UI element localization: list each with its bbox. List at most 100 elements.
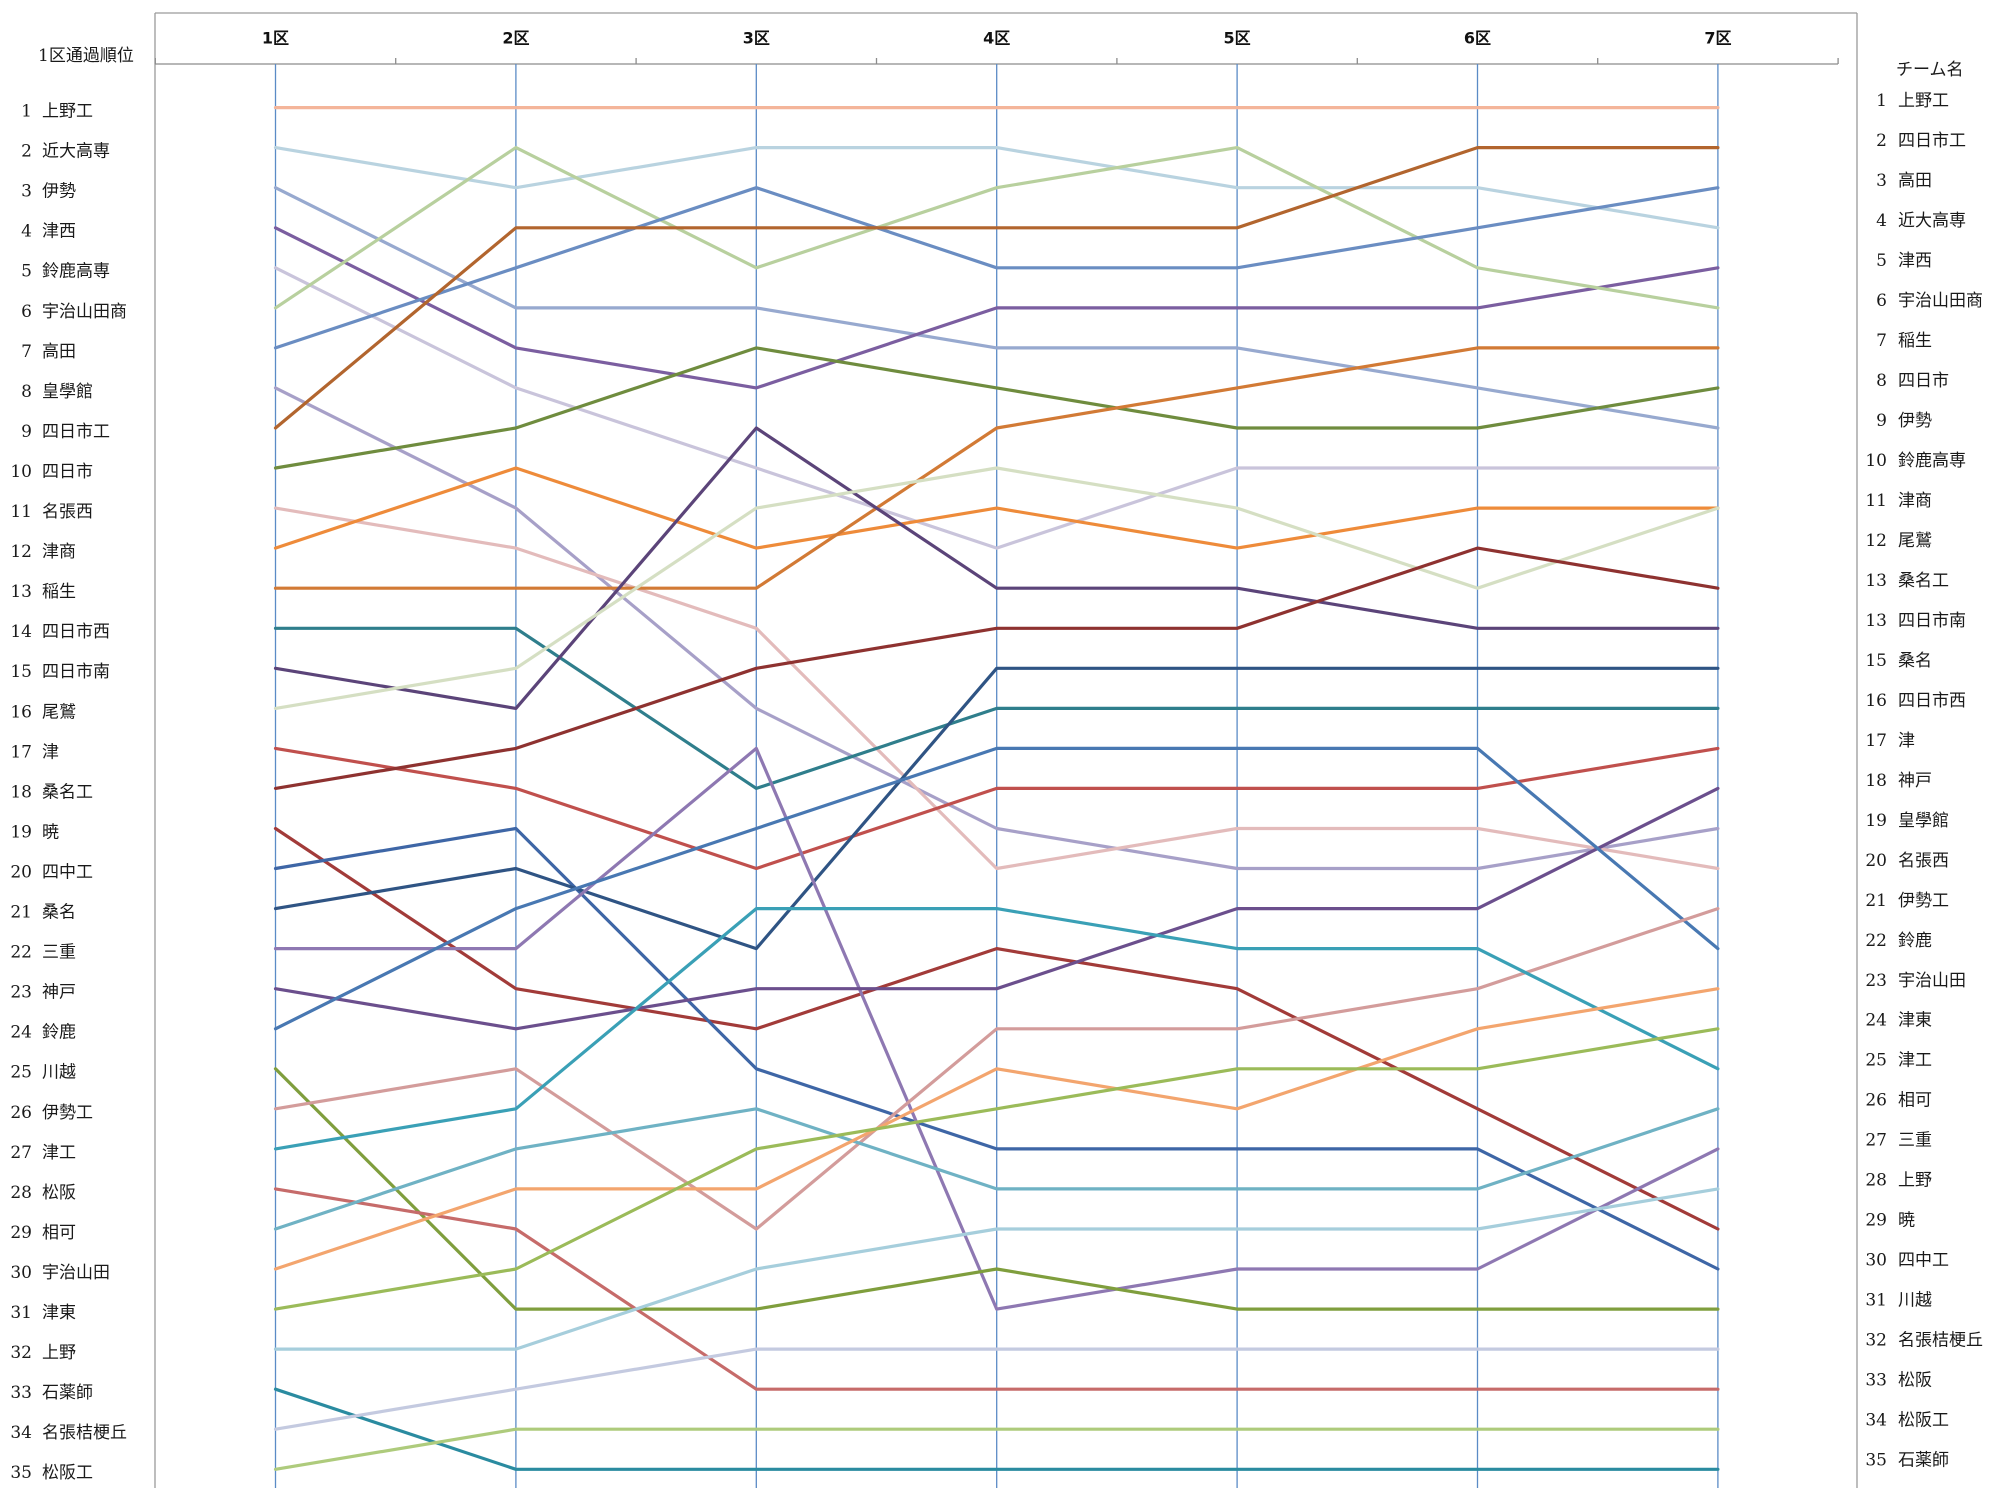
start-rank-number: 29 — [10, 1223, 32, 1243]
series-line — [273, 266, 1720, 550]
start-team-name: 桑名工 — [42, 782, 93, 802]
final-rank-number: 4 — [1876, 211, 1887, 231]
start-team-name: 四日市 — [42, 462, 93, 482]
start-rank-number: 14 — [10, 622, 32, 642]
final-rank-number: 20 — [1865, 851, 1887, 871]
series-line — [273, 1067, 1720, 1311]
start-team-name: 高田 — [42, 342, 76, 362]
final-team-name: 名張西 — [1898, 851, 1949, 871]
start-rank-number: 23 — [10, 983, 32, 1003]
final-rank-number: 29 — [1865, 1211, 1887, 1231]
start-team-name: 四中工 — [42, 862, 93, 882]
final-rank-number: 7 — [1876, 331, 1887, 351]
start-rank-number: 27 — [10, 1143, 32, 1163]
final-team-name: 津西 — [1898, 251, 1932, 271]
final-rank-number: 31 — [1865, 1291, 1887, 1311]
final-team-name: 上野 — [1898, 1171, 1932, 1191]
final-rank-number: 16 — [1865, 691, 1887, 711]
series-line — [273, 906, 1720, 1151]
start-team-name: 四日市工 — [42, 422, 110, 442]
final-rank-number: 17 — [1865, 731, 1887, 751]
final-rank-number: 2 — [1876, 131, 1887, 151]
final-team-name: 松阪 — [1898, 1371, 1932, 1391]
start-rank-number: 21 — [10, 903, 32, 923]
start-team-name: 名張桔梗丘 — [42, 1423, 127, 1443]
final-team-name: 桑名工 — [1898, 571, 1949, 591]
start-team-name: 伊勢工 — [42, 1103, 93, 1123]
final-team-name: 津工 — [1898, 1051, 1932, 1071]
final-team-name: 桑名 — [1898, 651, 1932, 671]
start-team-name: 宇治山田 — [42, 1263, 110, 1283]
start-team-name: 桑名 — [42, 903, 76, 923]
start-team-name: 宇治山田商 — [42, 302, 127, 322]
final-team-name: 鈴鹿 — [1898, 931, 1932, 951]
final-team-name: 四日市西 — [1898, 691, 1966, 711]
start-team-name: 津工 — [42, 1143, 76, 1163]
start-team-name: 三重 — [42, 943, 76, 963]
start-rank-number: 1 — [21, 102, 32, 122]
final-team-name: 伊勢工 — [1898, 891, 1949, 911]
final-team-name: 宇治山田商 — [1898, 291, 1983, 311]
final-team-name: 四日市 — [1898, 371, 1949, 391]
start-rank-number: 6 — [21, 302, 32, 322]
final-rank-number: 26 — [1865, 1091, 1887, 1111]
start-team-name: 川越 — [42, 1063, 76, 1083]
series-line — [273, 826, 1720, 1231]
final-rank-number: 33 — [1865, 1371, 1887, 1391]
series-line — [273, 987, 1720, 1271]
final-rank-number: 23 — [1865, 971, 1887, 991]
final-rank-number: 13 — [1865, 571, 1887, 591]
start-team-name: 鈴鹿高専 — [42, 262, 110, 282]
start-rank-number: 2 — [21, 142, 32, 162]
final-team-name: 石薬師 — [1898, 1451, 1949, 1471]
final-rank-number: 27 — [1865, 1131, 1887, 1151]
final-rank-number: 10 — [1865, 451, 1887, 471]
start-rank-number: 22 — [10, 943, 32, 963]
start-team-name: 津商 — [42, 542, 76, 562]
series-line — [273, 666, 1720, 951]
start-rank-number: 25 — [10, 1063, 32, 1083]
start-rank-number: 8 — [21, 382, 32, 402]
start-rank-number: 34 — [10, 1423, 32, 1443]
final-rank-number: 11 — [1865, 491, 1887, 511]
final-team-name: 相可 — [1898, 1091, 1932, 1111]
start-rank-number: 12 — [10, 542, 32, 562]
start-rank-number: 33 — [10, 1383, 32, 1403]
final-team-name: 四中工 — [1898, 1251, 1949, 1271]
right-header: チーム名 — [1896, 60, 1964, 80]
series-line — [273, 146, 1720, 310]
x-tick-label: 2区 — [502, 29, 529, 48]
final-rank-number: 21 — [1865, 891, 1887, 911]
series-line — [273, 626, 1720, 791]
series-line — [273, 186, 1720, 430]
series-line — [273, 906, 1720, 1231]
series-line — [273, 346, 1720, 590]
start-rank-number: 4 — [21, 222, 32, 242]
start-rank-number: 11 — [10, 502, 32, 522]
x-tick-label: 6区 — [1464, 29, 1491, 48]
start-rank-number: 3 — [21, 182, 32, 202]
final-team-name: 名張桔梗丘 — [1898, 1331, 1983, 1351]
final-team-name: 宇治山田 — [1898, 971, 1966, 991]
final-team-name: 皇學館 — [1898, 811, 1949, 831]
final-rank-number: 35 — [1865, 1451, 1887, 1471]
series-line — [273, 226, 1720, 390]
series-line — [273, 1027, 1720, 1311]
series-line — [273, 466, 1720, 550]
start-team-name: 近大高専 — [42, 142, 110, 162]
series-line — [273, 786, 1720, 1031]
series-line — [273, 1187, 1720, 1391]
series-line — [273, 506, 1720, 871]
left-header: 1区通過順位 — [38, 46, 134, 66]
start-rank-number: 32 — [10, 1343, 32, 1363]
start-rank-number: 26 — [10, 1103, 32, 1123]
series-line — [273, 826, 1720, 1271]
start-team-name: 尾鷲 — [42, 702, 76, 722]
final-team-name: 伊勢 — [1898, 411, 1932, 431]
start-rank-number: 15 — [10, 662, 32, 682]
start-team-name: 四日市南 — [42, 662, 110, 682]
start-team-name: 上野工 — [42, 102, 93, 122]
series-line — [273, 146, 1720, 230]
final-team-name: 津 — [1898, 731, 1915, 751]
